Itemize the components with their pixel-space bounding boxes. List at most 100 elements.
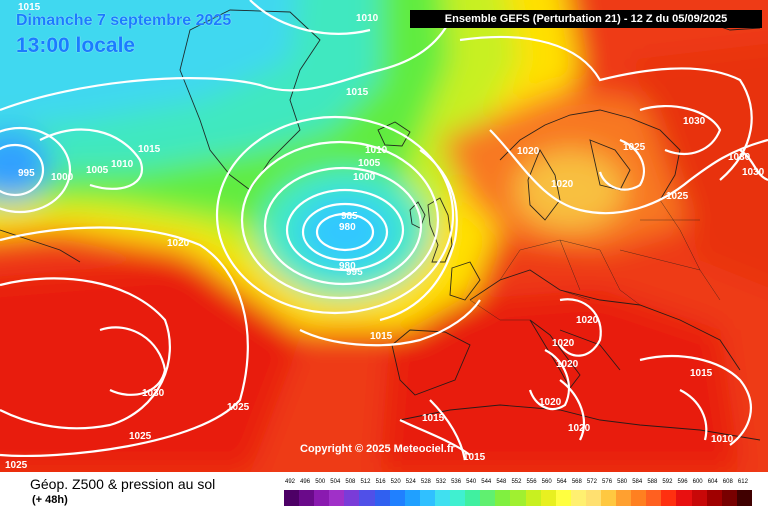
scale-label: 556 [526,479,537,485]
scale-label: 592 [662,479,673,485]
scale-label: 576 [602,479,613,485]
isobar-label: 1020 [576,315,599,326]
legend-footer: Géop. Z500 & pression au sol (+ 48h) 492… [0,472,768,512]
isobar-label: 1020 [551,179,574,190]
map-canvas: 1015 1010 1015 995 1000 1005 1010 1015 1… [0,0,768,472]
scale-label: 564 [556,479,567,485]
isobar-label: 1010 [111,159,134,170]
color-scale-labels: 492 496 500 504 508 512 516 520 524 528 532 536 540 5… [284,479,752,489]
scale-label: 516 [375,479,386,485]
isobar-label: 980 [339,261,356,272]
scale-label: 544 [481,479,492,485]
scale-swatch [495,490,511,506]
scale-swatch [706,490,722,506]
scale-label: 536 [451,479,462,485]
scale-label: 496 [300,479,311,485]
isobar-label: 1030 [728,152,751,163]
forecast-time-title: 13:00 locale [16,34,136,57]
scale-label: 600 [692,479,703,485]
scale-label: 572 [586,479,597,485]
scale-swatch [480,490,496,506]
isobar-label: 1015 [370,331,393,342]
isobar-label: 1010 [365,145,388,156]
scale-swatch [585,490,601,506]
scale-swatch [374,490,390,506]
scale-swatch [616,490,632,506]
scale-label: 560 [541,479,552,485]
isobar-label: 1000 [51,172,74,183]
isobar-label: 995 [346,267,363,278]
isobar-label: 1025 [666,191,689,202]
scale-label: 568 [571,479,582,485]
scale-swatch [555,490,571,506]
color-scale-bar [284,490,752,506]
isobar-label: 1025 [623,142,646,153]
scale-label: 508 [345,479,356,485]
isobar-label: 985 [341,211,358,222]
scale-swatch [631,490,647,506]
scale-swatch [434,490,451,506]
isobar-label: 1020 [517,146,540,157]
isobar-label: 1020 [556,359,579,370]
scale-swatch [450,490,466,506]
isobar-label: 1005 [358,158,381,169]
scale-label: 584 [632,479,643,485]
scale-swatch [404,490,420,506]
isobar-label: 1020 [552,338,575,349]
isobar-label: 1030 [683,116,706,127]
isobar-label: 1010 [356,13,379,24]
isobar-label: 1020 [568,423,591,434]
scale-swatch [419,490,435,506]
scale-label: 580 [617,479,628,485]
scale-swatch [314,490,330,506]
isobar-label: 1015 [422,413,445,424]
isobar-label: 1015 [138,144,161,155]
scale-swatch [510,490,526,506]
scale-swatch [359,490,375,506]
isobar-labels: 1015 1010 1015 995 1000 1005 1010 1015 1… [5,2,765,471]
scale-label: 548 [496,479,507,485]
isobar-label: 980 [339,222,356,233]
scale-swatch [389,490,405,506]
scale-swatch [570,490,586,506]
isobar-label: 1015 [463,452,486,463]
isobar-label: 1020 [539,397,562,408]
scale-swatch [344,490,360,506]
scale-swatch [736,490,752,506]
isobar-label: 1005 [86,165,109,176]
scale-label: 512 [360,479,371,485]
isobar-label: 1015 [690,368,713,379]
scale-swatch [465,490,481,506]
scale-swatch [525,490,541,506]
scale-swatch [646,490,662,506]
coastlines [0,9,761,441]
scale-label: 524 [405,479,416,485]
borders [469,199,721,321]
scale-swatch [691,490,707,506]
scale-swatch [540,490,556,506]
isobar-label: 1015 [18,2,41,13]
isobar-label: 1020 [167,238,190,249]
scale-label: 520 [390,479,401,485]
isobar-label: 1025 [227,402,250,413]
scale-label: 604 [707,479,718,485]
scale-swatch [600,490,617,506]
isobar-label: 1030 [742,167,765,178]
isobar-label: 1015 [346,87,369,98]
scale-swatch [284,490,300,506]
scale-label: 608 [722,479,733,485]
scale-label: 596 [677,479,688,485]
isobars [0,0,768,460]
scale-swatch [299,490,315,506]
scale-label: 552 [511,479,522,485]
isobar-label: 1000 [353,172,376,183]
scale-label: 504 [330,479,341,485]
isobar-label: 995 [18,168,35,179]
forecast-lead-time: (+ 48h) [32,494,68,506]
forecast-date-title: Dimanche 7 septembre 2025 [16,12,232,29]
model-run-header: Ensemble GEFS (Perturbation 21) - 12 Z d… [410,10,762,28]
isobar-label: 1030 [142,388,165,399]
isobar-label: 1025 [5,460,28,471]
scale-label: 528 [420,479,431,485]
